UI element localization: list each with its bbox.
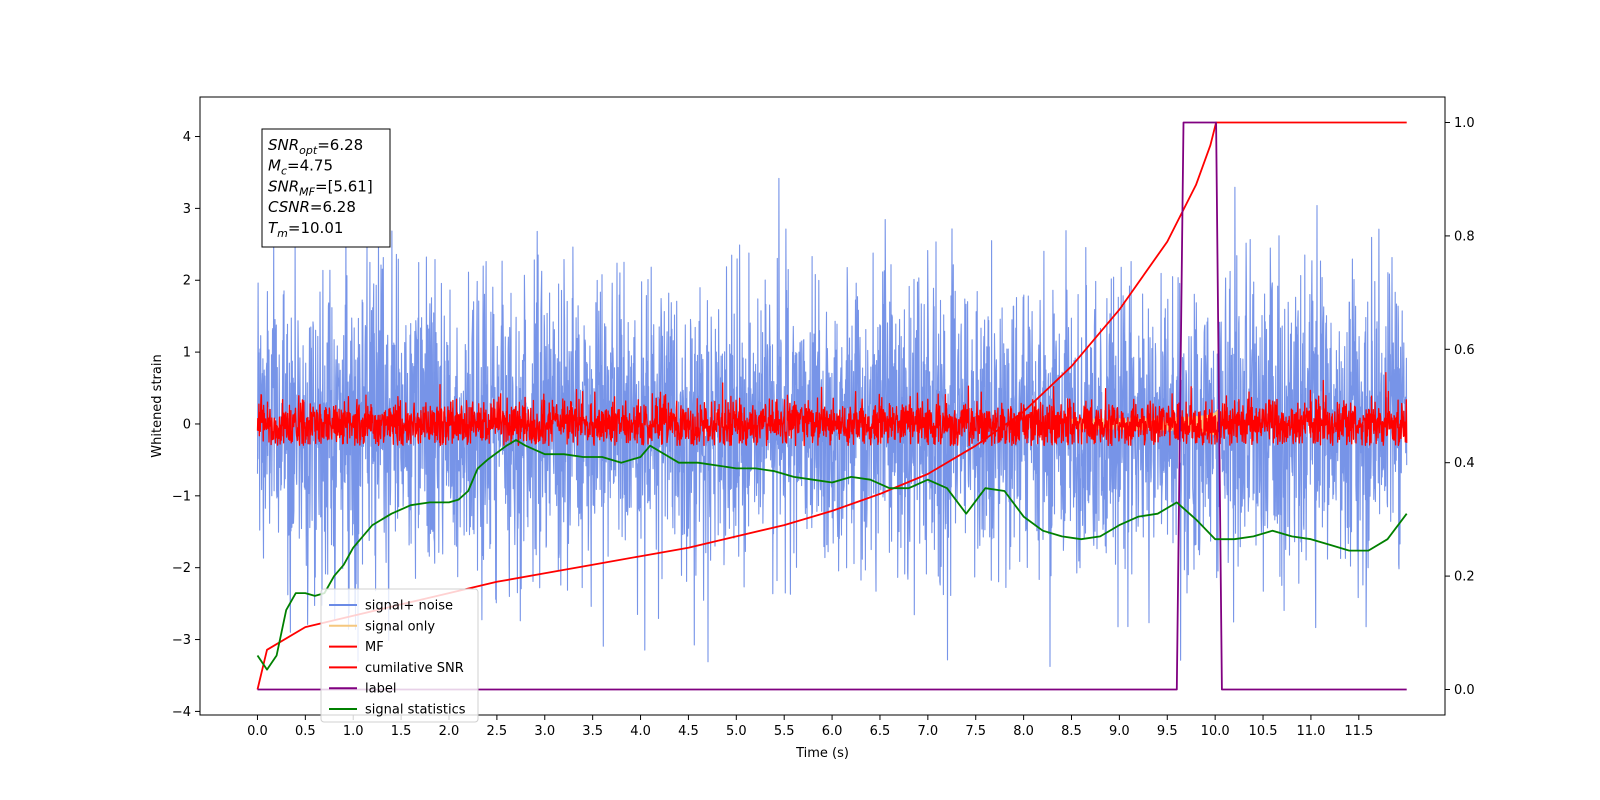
series-label bbox=[257, 121, 1407, 691]
x-tick-label: 3.0 bbox=[534, 724, 555, 739]
x-tick-label: 7.0 bbox=[918, 724, 939, 739]
x-tick-label: 5.5 bbox=[774, 724, 795, 739]
x-tick-label: 11.0 bbox=[1296, 724, 1325, 739]
series-signal-statistics bbox=[256, 439, 1408, 671]
x-tick-label: 2.5 bbox=[487, 724, 508, 739]
x-tick-label: 9.0 bbox=[1109, 724, 1130, 739]
y-tick-label-left: 2 bbox=[183, 274, 191, 289]
axes: 0.0 0.5 1.0 1.5 2.0 2.5 3.0 3.5 4.0 4.5 5.0 5.5 6.0 6… bbox=[172, 96, 1475, 739]
x-tick-label: 6.5 bbox=[870, 724, 891, 739]
x-tick-label: 7.5 bbox=[965, 724, 986, 739]
annotation-line: CSNR=6.28 bbox=[268, 198, 356, 216]
annotation-frame bbox=[261, 128, 391, 248]
y-tick-label-left: 1 bbox=[183, 346, 191, 361]
y-tick-label-left: −4 bbox=[172, 705, 191, 720]
series-mf bbox=[256, 371, 1408, 447]
x-tick-label: 11.5 bbox=[1344, 724, 1373, 739]
x-tick-label: 8.0 bbox=[1013, 724, 1034, 739]
legend-frame bbox=[320, 588, 479, 723]
x-tick-label: 0.0 bbox=[247, 724, 268, 739]
legend-label-signal-statistics: signal statistics bbox=[365, 703, 466, 718]
x-tick-label: 10.5 bbox=[1249, 724, 1278, 739]
x-tick-label: 9.5 bbox=[1157, 724, 1178, 739]
x-tick-label: 1.5 bbox=[391, 724, 412, 739]
annotation-line: SNRMF=[5.61] bbox=[268, 177, 373, 198]
y-tick-label-right: 0.6 bbox=[1454, 343, 1475, 358]
x-tick-label: 5.0 bbox=[726, 724, 747, 739]
y-tick-label-left: −2 bbox=[172, 561, 191, 576]
y-tick-label-right: 0.2 bbox=[1454, 570, 1475, 585]
x-tick-label: 2.0 bbox=[439, 724, 460, 739]
y-tick-label-left: 3 bbox=[183, 202, 191, 217]
legend-label-mf: MF bbox=[365, 640, 384, 655]
y-axis-label-left: Whitened strain bbox=[150, 354, 165, 457]
y-tick-label-left: 4 bbox=[183, 130, 191, 145]
legend-label-signal-noise: signal+ noise bbox=[365, 599, 453, 614]
annotation-line: Mc=4.75 bbox=[268, 157, 333, 178]
x-tick-label: 4.5 bbox=[678, 724, 699, 739]
x-tick-label: 4.0 bbox=[630, 724, 651, 739]
y-tick-label-right: 0.0 bbox=[1454, 683, 1475, 698]
x-tick-label: 10.0 bbox=[1201, 724, 1230, 739]
legend-label-cumilative-snr: cumilative SNR bbox=[365, 661, 464, 676]
y-tick-label-right: 0.8 bbox=[1454, 229, 1475, 244]
legend-label-label: label bbox=[365, 682, 396, 697]
x-tick-label: 3.5 bbox=[582, 724, 603, 739]
y-tick-label-left: 0 bbox=[183, 417, 191, 432]
y-tick-label-right: 1.0 bbox=[1454, 116, 1475, 131]
legend: signal+ noise signal only MF cumilative SNR… bbox=[320, 588, 479, 723]
legend-label-signal-only: signal only bbox=[365, 619, 435, 634]
x-tick-label: 8.5 bbox=[1061, 724, 1082, 739]
x-tick-label: 0.5 bbox=[295, 724, 316, 739]
x-tick-label: 1.0 bbox=[343, 724, 364, 739]
annotation-line: Tm=10.01 bbox=[268, 219, 343, 240]
x-tick-label: 6.0 bbox=[822, 724, 843, 739]
y-tick-label-left: −3 bbox=[172, 633, 191, 648]
y-tick-label-right: 0.4 bbox=[1454, 456, 1475, 471]
y-tick-label-left: −1 bbox=[172, 489, 191, 504]
x-axis-label: Time (s) bbox=[795, 746, 849, 761]
axes-frame bbox=[199, 96, 1446, 716]
annotation-line: SNRopt=6.28 bbox=[268, 136, 363, 157]
